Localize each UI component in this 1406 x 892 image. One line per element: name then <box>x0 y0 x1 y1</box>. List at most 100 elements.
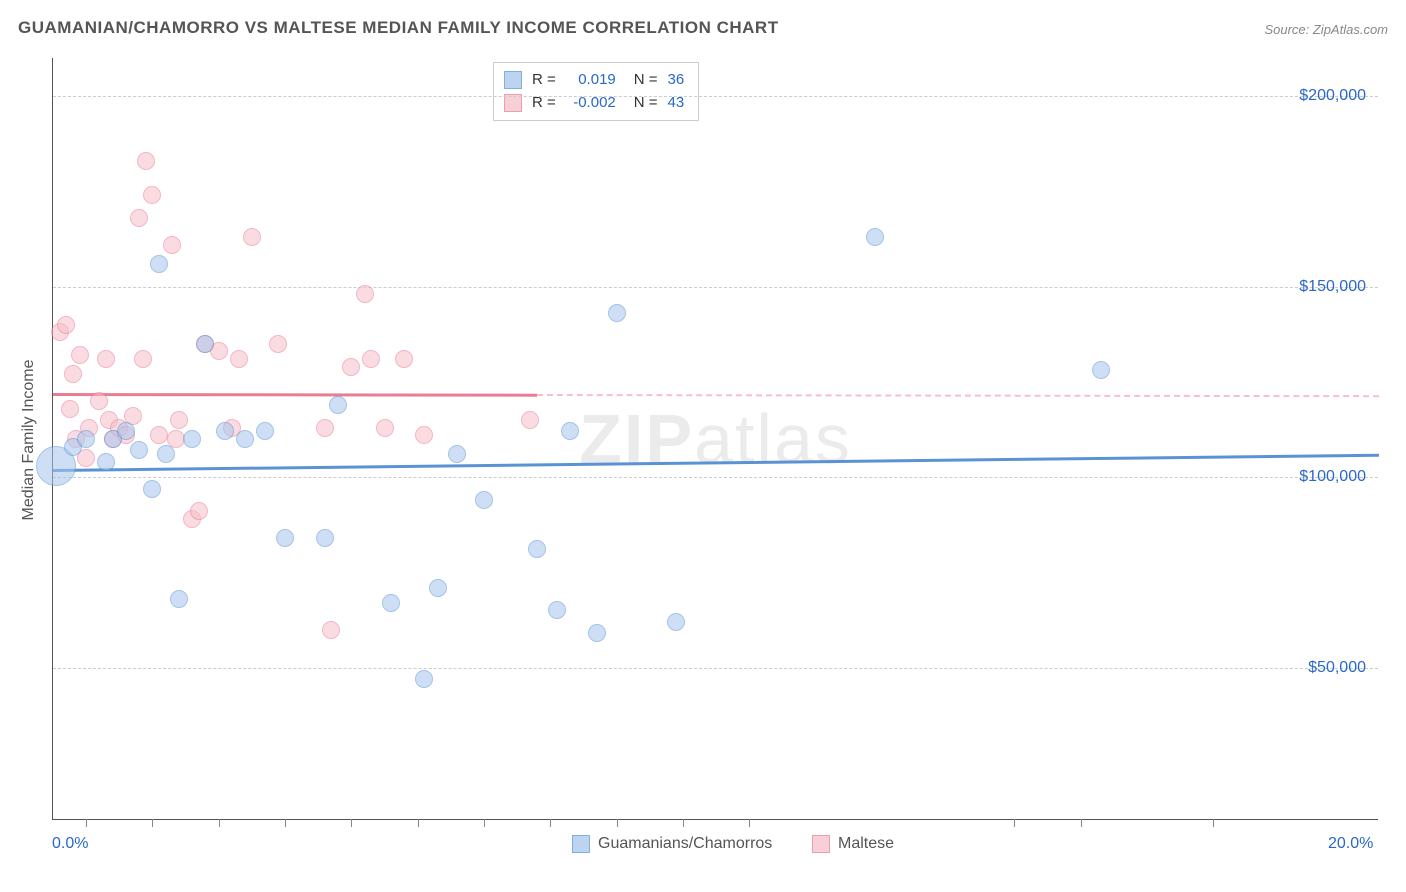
x-tick <box>351 819 352 827</box>
legend-r-value: -0.002 <box>566 92 616 115</box>
point-guam <box>170 590 188 608</box>
point-guam <box>143 480 161 498</box>
point-maltese <box>57 316 75 334</box>
legend-n-value: 36 <box>668 69 685 92</box>
grid-line <box>53 287 1378 288</box>
point-guam <box>196 335 214 353</box>
grid-line <box>53 477 1378 478</box>
point-guam <box>548 601 566 619</box>
point-guam <box>667 613 685 631</box>
point-maltese <box>64 365 82 383</box>
point-maltese <box>143 186 161 204</box>
point-maltese <box>243 228 261 246</box>
point-guam <box>316 529 334 547</box>
x-tick <box>152 819 153 827</box>
point-maltese <box>415 426 433 444</box>
point-maltese <box>130 209 148 227</box>
point-maltese <box>230 350 248 368</box>
bottom-legend-label: Maltese <box>838 835 894 853</box>
x-tick-label: 0.0% <box>52 835 88 853</box>
point-guam <box>130 441 148 459</box>
y-axis-label: Median Family Income <box>20 360 38 521</box>
bottom-legend-item-maltese: Maltese <box>812 835 894 853</box>
x-tick <box>550 819 551 827</box>
point-maltese <box>190 502 208 520</box>
y-tick-label: $50,000 <box>1308 659 1366 677</box>
point-guam <box>256 422 274 440</box>
legend-stats-box: R =0.019N =36R =-0.002N =43 <box>493 62 699 121</box>
plot-area: ZIPatlas R =0.019N =36R =-0.002N =43 $50… <box>52 58 1378 820</box>
point-maltese <box>269 335 287 353</box>
x-tick <box>418 819 419 827</box>
y-tick-label: $150,000 <box>1299 278 1366 296</box>
point-maltese <box>97 350 115 368</box>
legend-stats-row-maltese: R =-0.002N =43 <box>504 92 684 115</box>
point-guam <box>1092 361 1110 379</box>
point-maltese <box>362 350 380 368</box>
x-tick-label: 20.0% <box>1328 835 1373 853</box>
grid-line <box>53 96 1378 97</box>
legend-swatch-maltese <box>812 835 830 853</box>
trend-line-guam <box>53 454 1379 472</box>
point-maltese <box>316 419 334 437</box>
point-guam <box>561 422 579 440</box>
chart-title: GUAMANIAN/CHAMORRO VS MALTESE MEDIAN FAM… <box>18 18 779 38</box>
point-guam <box>329 396 347 414</box>
point-guam <box>528 540 546 558</box>
point-guam <box>117 422 135 440</box>
point-maltese <box>61 400 79 418</box>
x-tick <box>484 819 485 827</box>
point-guam <box>382 594 400 612</box>
y-tick-label: $200,000 <box>1299 87 1366 105</box>
point-guam <box>183 430 201 448</box>
point-guam <box>608 304 626 322</box>
x-tick <box>86 819 87 827</box>
point-maltese <box>90 392 108 410</box>
chart-source: Source: ZipAtlas.com <box>1264 22 1388 37</box>
point-guam <box>448 445 466 463</box>
y-tick-label: $100,000 <box>1299 468 1366 486</box>
legend-n-value: 43 <box>668 92 685 115</box>
point-maltese <box>170 411 188 429</box>
point-maltese <box>521 411 539 429</box>
point-guam <box>475 491 493 509</box>
x-tick <box>617 819 618 827</box>
point-maltese <box>150 426 168 444</box>
point-maltese <box>342 358 360 376</box>
point-guam <box>157 445 175 463</box>
point-guam <box>97 453 115 471</box>
watermark: ZIPatlas <box>579 399 852 479</box>
point-guam <box>415 670 433 688</box>
bottom-legend-label: Guamanians/Chamorros <box>598 835 772 853</box>
point-guam <box>588 624 606 642</box>
x-tick <box>749 819 750 827</box>
point-maltese <box>376 419 394 437</box>
point-maltese <box>134 350 152 368</box>
point-maltese <box>163 236 181 254</box>
point-maltese <box>322 621 340 639</box>
x-tick <box>219 819 220 827</box>
point-guam <box>236 430 254 448</box>
legend-r-value: 0.019 <box>566 69 616 92</box>
point-guam <box>150 255 168 273</box>
point-guam <box>866 228 884 246</box>
point-maltese <box>137 152 155 170</box>
trend-line-maltese <box>53 393 537 396</box>
x-tick <box>1213 819 1214 827</box>
correlation-chart: GUAMANIAN/CHAMORRO VS MALTESE MEDIAN FAM… <box>0 0 1406 892</box>
point-guam <box>276 529 294 547</box>
point-maltese <box>356 285 374 303</box>
legend-stats-row-guam: R =0.019N =36 <box>504 69 684 92</box>
point-guam <box>216 422 234 440</box>
trend-line-dashed-maltese <box>537 394 1379 397</box>
bottom-legend-item-guam: Guamanians/Chamorros <box>572 835 772 853</box>
grid-line <box>53 668 1378 669</box>
x-tick <box>683 819 684 827</box>
point-guam <box>429 579 447 597</box>
x-tick <box>1014 819 1015 827</box>
legend-swatch-guam <box>504 71 522 89</box>
point-maltese <box>395 350 413 368</box>
legend-swatch-guam <box>572 835 590 853</box>
point-maltese <box>71 346 89 364</box>
x-tick <box>1081 819 1082 827</box>
